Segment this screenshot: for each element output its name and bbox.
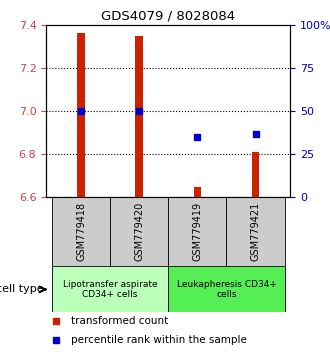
- Bar: [52, 198, 110, 267]
- Text: Leukapheresis CD34+
cells: Leukapheresis CD34+ cells: [177, 280, 277, 299]
- Bar: [252, 152, 259, 198]
- Bar: [77, 33, 85, 198]
- Bar: [52, 267, 168, 313]
- Text: GSM779419: GSM779419: [192, 202, 202, 262]
- Text: cell type: cell type: [0, 284, 44, 295]
- Text: GSM779418: GSM779418: [76, 202, 86, 262]
- Bar: [135, 35, 143, 198]
- Bar: [226, 198, 284, 267]
- Text: Lipotransfer aspirate
CD34+ cells: Lipotransfer aspirate CD34+ cells: [63, 280, 157, 299]
- Title: GDS4079 / 8028084: GDS4079 / 8028084: [101, 9, 235, 22]
- Bar: [110, 198, 168, 267]
- Text: GSM779420: GSM779420: [134, 202, 144, 262]
- Bar: [168, 267, 284, 313]
- Text: GSM779421: GSM779421: [250, 202, 260, 262]
- Bar: [168, 198, 226, 267]
- Text: transformed count: transformed count: [71, 316, 168, 326]
- Bar: [194, 187, 201, 198]
- Text: percentile rank within the sample: percentile rank within the sample: [71, 335, 247, 345]
